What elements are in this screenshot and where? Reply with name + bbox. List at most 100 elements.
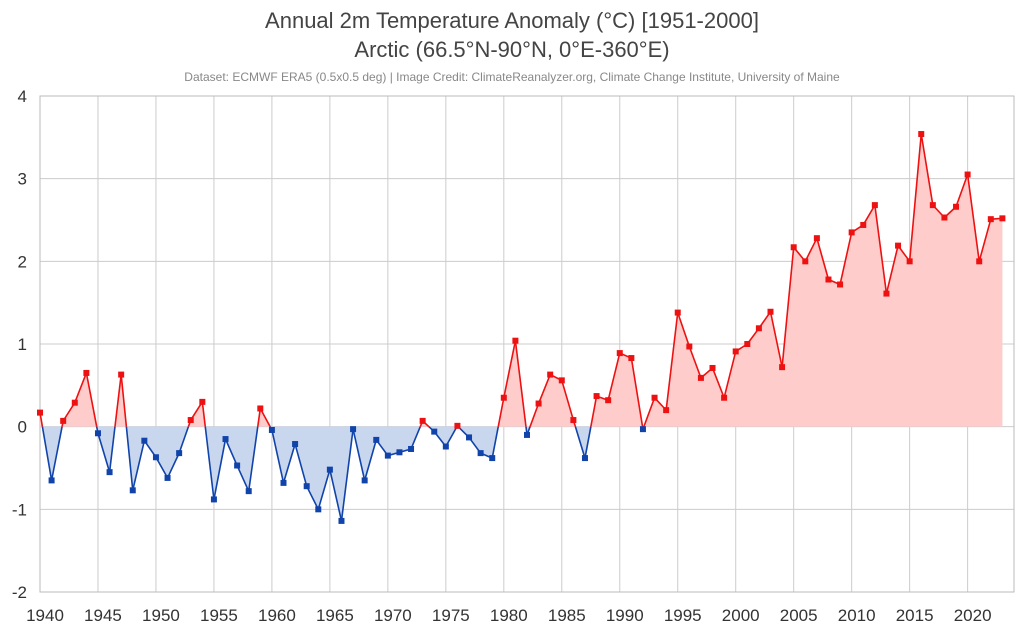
data-point xyxy=(442,443,449,450)
data-point xyxy=(628,355,635,362)
data-point xyxy=(257,405,264,412)
series-line-segment xyxy=(340,429,354,522)
series-line-segment xyxy=(201,401,207,427)
x-tick-label: 2000 xyxy=(722,606,760,625)
x-tick-label: 1960 xyxy=(258,606,296,625)
data-point xyxy=(396,449,403,456)
x-tick-label: 1990 xyxy=(606,606,644,625)
data-point xyxy=(825,276,832,283)
data-point xyxy=(338,517,345,524)
data-point xyxy=(466,434,473,441)
series-line-segment xyxy=(537,374,551,404)
data-point xyxy=(964,171,971,178)
series-line-segment xyxy=(74,372,88,403)
series-line-segment xyxy=(688,346,702,379)
x-tick-label: 2020 xyxy=(954,606,992,625)
y-tick-label: 4 xyxy=(18,87,27,106)
series-line-segment xyxy=(97,433,111,473)
data-point xyxy=(941,214,948,221)
data-point xyxy=(674,309,681,316)
data-point xyxy=(500,394,507,401)
series-line-segment xyxy=(607,352,621,401)
series-line-segment xyxy=(885,245,899,294)
data-point xyxy=(987,216,994,223)
series-line-segment xyxy=(410,426,421,450)
series-line-segment xyxy=(711,367,725,399)
data-point xyxy=(721,394,728,401)
data-point xyxy=(152,454,159,461)
series-line-segment xyxy=(62,402,76,422)
y-tick-label: -1 xyxy=(12,500,27,519)
x-tick-label: 1985 xyxy=(548,606,586,625)
data-point xyxy=(547,371,554,378)
data-point xyxy=(477,450,484,457)
series-line-segment xyxy=(630,357,644,427)
x-tick-label: 1975 xyxy=(432,606,470,625)
series-line-segment xyxy=(874,205,888,294)
data-point xyxy=(187,417,194,424)
data-point xyxy=(268,426,275,433)
data-point xyxy=(106,469,113,476)
data-point xyxy=(280,479,287,486)
data-point xyxy=(732,348,739,355)
x-tick-label: 2005 xyxy=(780,606,818,625)
data-point xyxy=(697,374,704,381)
plot-border xyxy=(39,95,1015,593)
series-line-segment xyxy=(514,340,527,427)
data-point xyxy=(709,364,716,371)
data-point xyxy=(384,452,391,459)
series-line-segment xyxy=(908,133,923,262)
data-point xyxy=(593,393,600,400)
series-line-segment xyxy=(816,237,830,280)
series-line-segment xyxy=(643,397,656,427)
anomaly-fill-layer xyxy=(40,134,1003,521)
series-line-segment xyxy=(256,408,262,427)
data-point xyxy=(524,431,530,438)
series-line-segment xyxy=(114,374,122,427)
data-point xyxy=(802,258,809,265)
series-line-segment xyxy=(155,456,169,479)
data-point xyxy=(361,477,368,484)
series-line-segment xyxy=(282,443,296,484)
data-point xyxy=(953,203,960,210)
data-point xyxy=(779,364,786,371)
data-point xyxy=(234,462,241,469)
series-line-segment xyxy=(166,452,180,479)
axis-layer: -2 -1 0 1 2 3 4 1940 1945 1950 1955 1960 1965 1970 197… xyxy=(12,87,992,625)
series-line-segment xyxy=(529,403,540,427)
series-line-segment xyxy=(804,237,818,262)
data-point xyxy=(431,428,438,435)
y-tick-label: 0 xyxy=(18,418,27,437)
x-tick-label: 1940 xyxy=(26,606,64,625)
series-line-segment xyxy=(204,426,215,500)
data-point xyxy=(767,308,774,315)
data-point xyxy=(303,483,310,490)
grid-layer xyxy=(39,95,1015,593)
series-line-segment xyxy=(352,428,366,481)
data-point xyxy=(454,422,461,429)
x-tick-label: 1980 xyxy=(490,606,528,625)
y-tick-label: 3 xyxy=(18,170,27,189)
series-line-segment xyxy=(190,401,204,421)
data-point xyxy=(164,474,171,481)
data-point xyxy=(686,343,693,350)
series-line-segment xyxy=(294,443,308,487)
data-point xyxy=(744,341,751,347)
series-line-segment xyxy=(305,485,320,510)
data-point xyxy=(350,426,357,433)
series-line-segment xyxy=(574,426,586,459)
anomaly-point-layer xyxy=(37,131,1006,524)
series-line-segment xyxy=(259,408,271,428)
chart-title: Annual 2m Temperature Anomaly (°C) [1951… xyxy=(265,8,759,33)
x-tick-label: 1995 xyxy=(664,606,702,625)
series-line-segment xyxy=(723,351,737,398)
series-line-segment xyxy=(590,395,598,427)
data-point xyxy=(419,417,426,424)
series-line-segment xyxy=(108,426,116,473)
data-point xyxy=(60,417,67,424)
series-line-segment xyxy=(329,469,343,522)
data-point xyxy=(581,455,588,462)
data-point xyxy=(558,377,565,384)
y-tick-label: 1 xyxy=(18,335,27,354)
